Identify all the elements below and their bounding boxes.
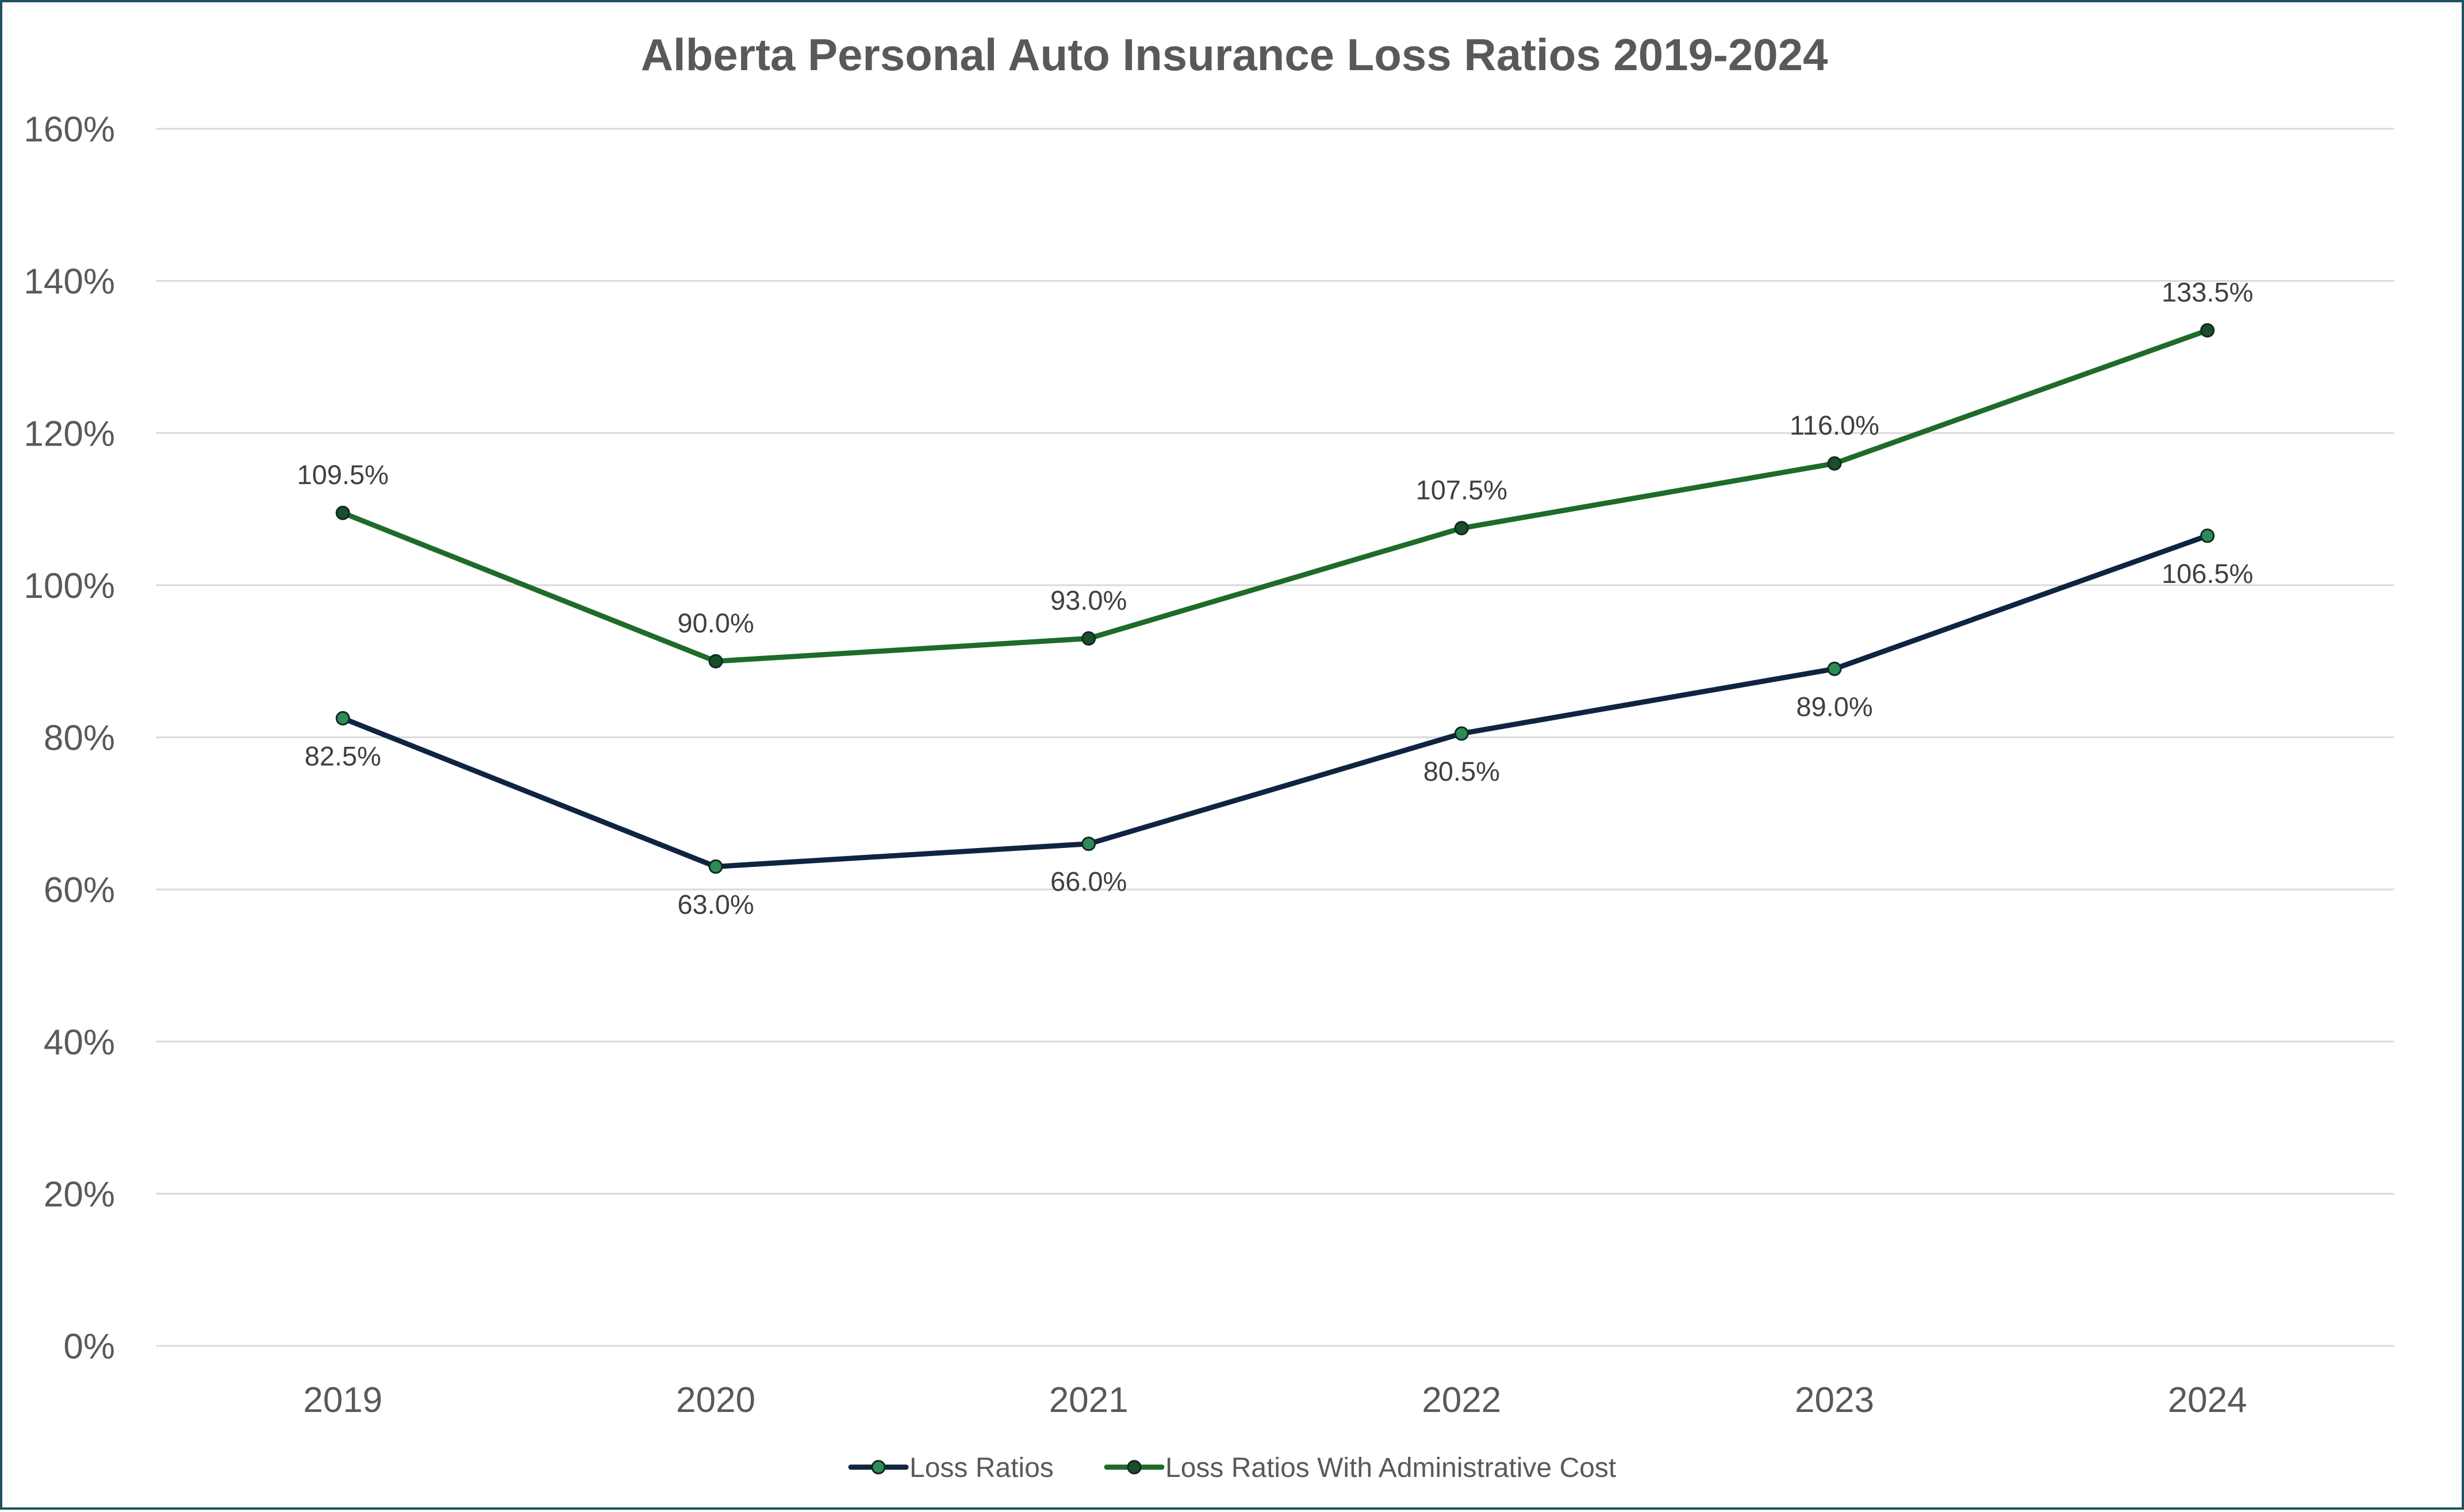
- series-line-2: [340, 328, 2210, 664]
- data-point-s2-2022: [1454, 521, 1469, 536]
- data-point-s1-2021: [1081, 836, 1096, 851]
- data-point-s1-2023: [1827, 661, 1842, 676]
- x-tick-label-2021: 2021: [1049, 1380, 1129, 1420]
- data-label-s2-2019: 109.5%: [297, 459, 389, 490]
- data-point-s2-2023: [1827, 456, 1842, 471]
- x-tick-label-2019: 2019: [303, 1380, 382, 1420]
- gridlines: [156, 128, 2394, 1347]
- legend-label-1: Loss Ratios: [909, 1453, 1054, 1483]
- y-tick-label-60: 60%: [44, 870, 115, 910]
- data-point-s1-2022: [1454, 726, 1469, 741]
- legend: Loss Ratios Loss Ratios With Administrati…: [848, 1453, 1616, 1483]
- data-point-s2-2024: [2200, 323, 2215, 338]
- data-label-s1-2019: 82.5%: [305, 740, 381, 771]
- series-lines: [335, 323, 2215, 874]
- y-tick-label-80: 80%: [44, 719, 115, 758]
- data-point-s2-2020: [708, 654, 723, 669]
- x-tick-label-2023: 2023: [1795, 1380, 1874, 1420]
- data-point-s1-2019: [335, 711, 350, 726]
- legend-swatch-marker-2: [1127, 1460, 1142, 1475]
- y-tick-label-120: 120%: [24, 414, 115, 454]
- data-label-s2-2024: 133.5%: [2162, 277, 2253, 308]
- y-tick-label-140: 140%: [24, 262, 115, 302]
- y-axis-tick-labels: 0% 20% 40% 60% 80% 100% 120% 140% 160%: [24, 110, 115, 1367]
- series-line-1: [340, 533, 2210, 869]
- y-tick-label-20: 20%: [44, 1175, 115, 1214]
- data-label-s2-2023: 116.0%: [1790, 410, 1879, 440]
- y-tick-label-0: 0%: [63, 1327, 115, 1367]
- x-tick-label-2022: 2022: [1422, 1380, 1501, 1420]
- data-point-s1-2024: [2200, 528, 2215, 543]
- legend-swatch-marker-1: [871, 1460, 886, 1475]
- x-tick-label-2020: 2020: [676, 1380, 755, 1420]
- data-label-s1-2023: 89.0%: [1796, 691, 1872, 722]
- data-label-s1-2022: 80.5%: [1423, 756, 1500, 786]
- data-labels: 82.5% 63.0% 66.0% 80.5% 89.0% 106.5% 109.5% 90.…: [297, 277, 2254, 920]
- x-tick-label-2024: 2024: [2168, 1380, 2247, 1420]
- y-tick-label-160: 160%: [24, 110, 115, 149]
- data-label-s2-2020: 90.0%: [677, 608, 754, 638]
- data-point-s2-2021: [1081, 631, 1096, 646]
- data-label-s1-2020: 63.0%: [677, 889, 754, 919]
- chart-title: Alberta Personal Auto Insurance Loss Rat…: [641, 29, 1828, 80]
- x-axis-tick-labels: 2019 2020 2021 2022 2023 2024: [303, 1380, 2247, 1420]
- legend-label-2: Loss Ratios With Administrative Cost: [1165, 1453, 1616, 1483]
- data-point-s1-2020: [708, 859, 723, 874]
- data-label-s2-2022: 107.5%: [1416, 475, 1507, 505]
- y-tick-label-100: 100%: [24, 566, 115, 606]
- data-label-s2-2021: 93.0%: [1050, 585, 1127, 615]
- data-point-s2-2019: [335, 505, 350, 520]
- y-tick-label-40: 40%: [44, 1023, 115, 1062]
- data-label-s1-2021: 66.0%: [1050, 866, 1127, 897]
- data-label-s1-2024: 106.5%: [2162, 558, 2253, 589]
